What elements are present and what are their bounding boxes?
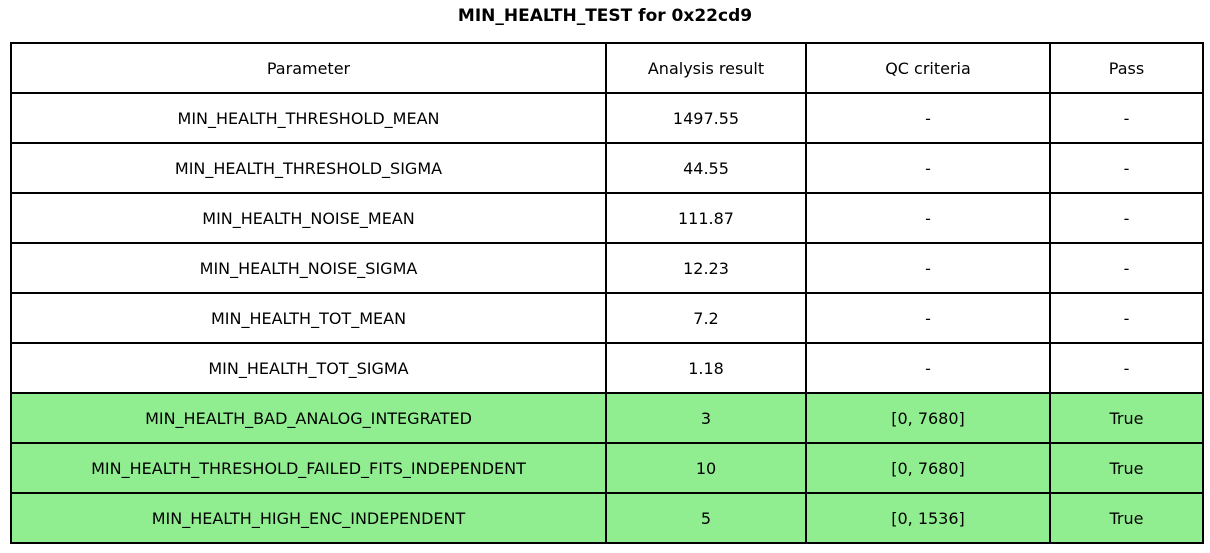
- cell-parameter: MIN_HEALTH_NOISE_SIGMA: [10, 242, 607, 294]
- cell-pass: -: [1049, 192, 1204, 244]
- header-row: Parameter Analysis result QC criteria Pass: [10, 42, 1204, 94]
- cell-pass: -: [1049, 142, 1204, 194]
- cell-pass: True: [1049, 392, 1204, 444]
- cell-parameter: MIN_HEALTH_BAD_ANALOG_INTEGRATED: [10, 392, 607, 444]
- cell-parameter: MIN_HEALTH_THRESHOLD_MEAN: [10, 92, 607, 144]
- cell-analysis_result: 44.55: [605, 142, 807, 194]
- table-row: MIN_HEALTH_HIGH_ENC_INDEPENDENT 5 [0, 1536…: [10, 492, 1204, 544]
- cell-qc_criteria: [0, 1536]: [805, 492, 1051, 544]
- cell-pass: -: [1049, 342, 1204, 394]
- table-row: MIN_HEALTH_TOT_SIGMA 1.18- -: [10, 342, 1204, 394]
- cell-analysis_result: 5: [605, 492, 807, 544]
- column-header-2: QC criteria: [805, 42, 1051, 94]
- cell-analysis_result: 7.2: [605, 292, 807, 344]
- cell-pass: True: [1049, 442, 1204, 494]
- cell-analysis_result: 111.87: [605, 192, 807, 244]
- table-row: MIN_HEALTH_NOISE_SIGMA 12.23- -: [10, 242, 1204, 294]
- table-row: MIN_HEALTH_NOISE_MEAN 111.87- -: [10, 192, 1204, 244]
- cell-pass: True: [1049, 492, 1204, 544]
- cell-pass: -: [1049, 292, 1204, 344]
- cell-analysis_result: 12.23: [605, 242, 807, 294]
- cell-qc_criteria: -: [805, 142, 1051, 194]
- table-row: MIN_HEALTH_THRESHOLD_SIGMA 44.55- -: [10, 142, 1204, 194]
- table-head: Parameter Analysis result QC criteria Pass: [10, 42, 1204, 94]
- table-body: MIN_HEALTH_THRESHOLD_MEAN 1497.55- - MIN_HE…: [10, 92, 1204, 544]
- cell-qc_criteria: -: [805, 342, 1051, 394]
- cell-parameter: MIN_HEALTH_TOT_SIGMA: [10, 342, 607, 394]
- page-title: MIN_HEALTH_TEST for 0x22cd9: [457, 6, 753, 26]
- cell-analysis_result: 1497.55: [605, 92, 807, 144]
- column-header-1: Analysis result: [605, 42, 807, 94]
- cell-analysis_result: 10: [605, 442, 807, 494]
- cell-pass: -: [1049, 92, 1204, 144]
- cell-qc_criteria: [0, 7680]: [805, 392, 1051, 444]
- column-header-3: Pass: [1049, 42, 1204, 94]
- cell-qc_criteria: -: [805, 292, 1051, 344]
- column-header-0: Parameter: [10, 42, 607, 94]
- cell-analysis_result: 3: [605, 392, 807, 444]
- cell-parameter: MIN_HEALTH_NOISE_MEAN: [10, 192, 607, 244]
- cell-parameter: MIN_HEALTH_TOT_MEAN: [10, 292, 607, 344]
- cell-qc_criteria: [0, 7680]: [805, 442, 1051, 494]
- qc-results-table: Parameter Analysis result QC criteria Pass …: [10, 42, 1204, 544]
- cell-parameter: MIN_HEALTH_THRESHOLD_SIGMA: [10, 142, 607, 194]
- cell-qc_criteria: -: [805, 192, 1051, 244]
- cell-parameter: MIN_HEALTH_THRESHOLD_FAILED_FITS_INDEPEN…: [10, 442, 607, 494]
- table-row: MIN_HEALTH_THRESHOLD_MEAN 1497.55- -: [10, 92, 1204, 144]
- table-row: MIN_HEALTH_THRESHOLD_FAILED_FITS_INDEPEN…: [10, 442, 1204, 494]
- cell-pass: -: [1049, 242, 1204, 294]
- table-row: MIN_HEALTH_BAD_ANALOG_INTEGRATED 3 [0, 768…: [10, 392, 1204, 444]
- cell-qc_criteria: -: [805, 92, 1051, 144]
- cell-qc_criteria: -: [805, 242, 1051, 294]
- cell-parameter: MIN_HEALTH_HIGH_ENC_INDEPENDENT: [10, 492, 607, 544]
- table-row: MIN_HEALTH_TOT_MEAN 7.2- -: [10, 292, 1204, 344]
- cell-analysis_result: 1.18: [605, 342, 807, 394]
